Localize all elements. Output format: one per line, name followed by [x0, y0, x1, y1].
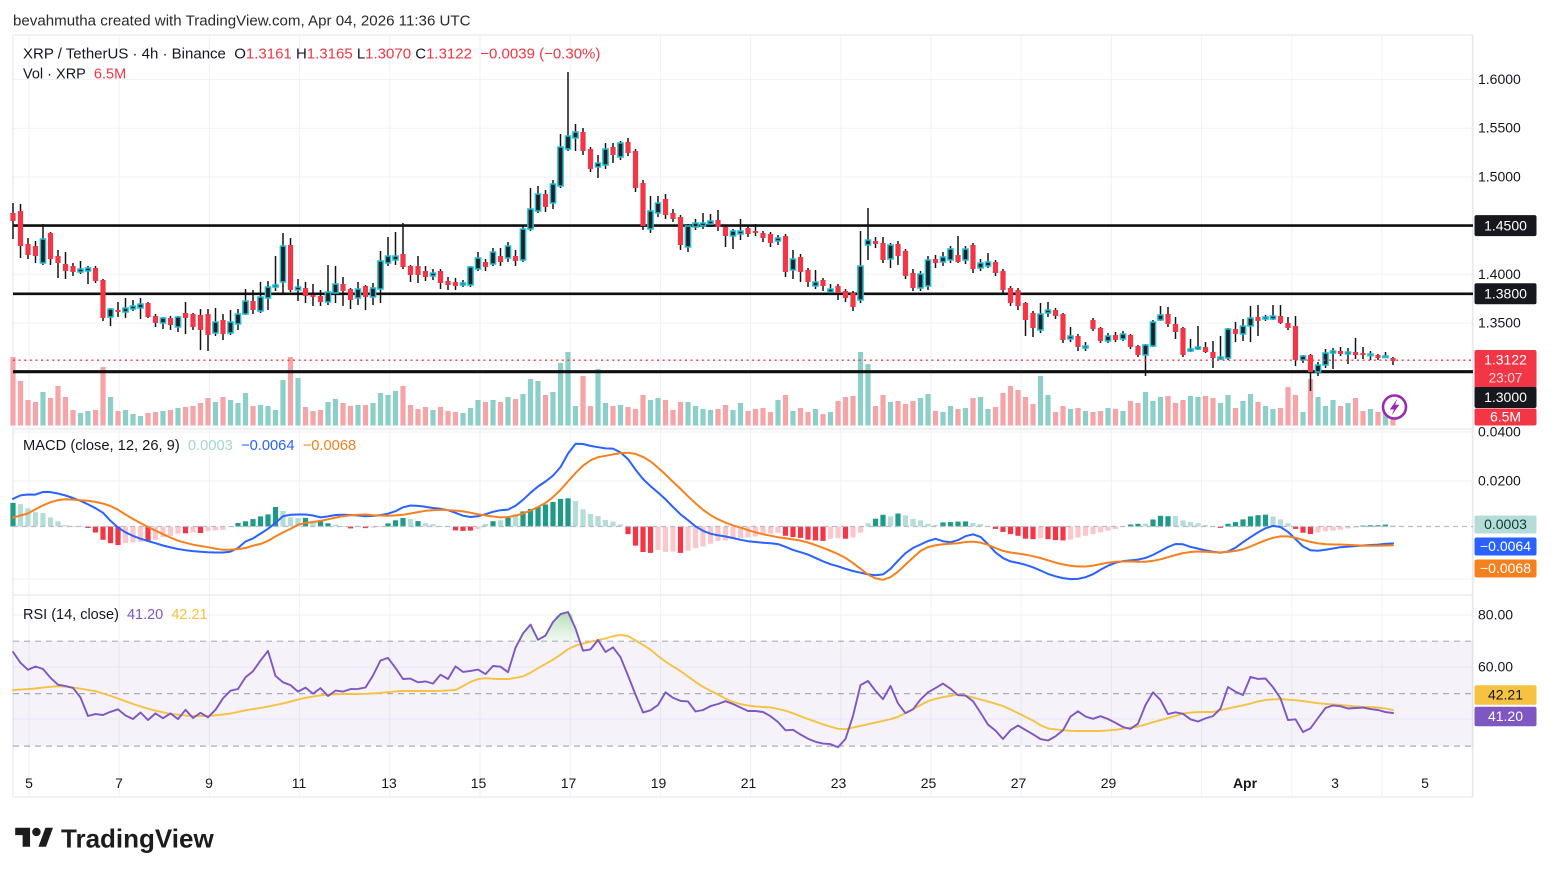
svg-text:bevahmutha created with Tradin: bevahmutha created with TradingView.com,… — [13, 13, 471, 30]
svg-text:XRP / TetherUS · 4h · Binance: XRP / TetherUS · 4h · Binance O1.3161 H1… — [23, 46, 600, 63]
svg-text:3: 3 — [1331, 775, 1339, 791]
svg-text:23: 23 — [831, 775, 847, 791]
svg-text:17: 17 — [561, 775, 577, 791]
svg-text:0.0003: 0.0003 — [1484, 516, 1527, 532]
svg-text:60.00: 60.00 — [1478, 659, 1513, 675]
svg-text:9: 9 — [205, 775, 213, 791]
svg-text:13: 13 — [381, 775, 397, 791]
svg-text:41.20: 41.20 — [1488, 708, 1523, 724]
svg-text:25: 25 — [921, 775, 937, 791]
svg-text:1.6000: 1.6000 — [1478, 71, 1521, 87]
svg-text:29: 29 — [1101, 775, 1117, 791]
svg-text:1.4000: 1.4000 — [1478, 266, 1521, 282]
svg-text:1.3122: 1.3122 — [1484, 352, 1527, 368]
svg-text:6.5M: 6.5M — [1490, 409, 1521, 425]
svg-text:27: 27 — [1011, 775, 1027, 791]
svg-text:5: 5 — [25, 775, 33, 791]
svg-text:1.5000: 1.5000 — [1478, 168, 1521, 184]
svg-text:1.3800: 1.3800 — [1484, 285, 1527, 301]
svg-text:1.5500: 1.5500 — [1478, 120, 1521, 136]
svg-text:−0.0068: −0.0068 — [1480, 560, 1531, 576]
svg-text:21: 21 — [741, 775, 757, 791]
svg-text:23:07: 23:07 — [1489, 371, 1523, 386]
svg-text:1.4500: 1.4500 — [1484, 217, 1527, 233]
svg-text:1.3500: 1.3500 — [1478, 315, 1521, 331]
svg-text:7: 7 — [115, 775, 123, 791]
svg-text:Vol · XRP 6.5M: Vol · XRP 6.5M — [23, 67, 126, 83]
svg-text:−0.0064: −0.0064 — [1480, 538, 1531, 554]
svg-text:42.21: 42.21 — [1488, 687, 1523, 703]
svg-text:TradingView: TradingView — [61, 824, 214, 854]
svg-text:0.0400: 0.0400 — [1478, 424, 1521, 440]
svg-text:0.0200: 0.0200 — [1478, 473, 1521, 489]
svg-text:11: 11 — [292, 775, 307, 791]
svg-text:80.00: 80.00 — [1478, 607, 1513, 623]
svg-text:Apr: Apr — [1233, 775, 1258, 791]
svg-text:5: 5 — [1421, 775, 1429, 791]
svg-text:15: 15 — [471, 775, 487, 791]
svg-text:1.3000: 1.3000 — [1484, 389, 1527, 405]
svg-text:RSI (14, close) 41.20 42.21: RSI (14, close) 41.20 42.21 — [23, 607, 208, 623]
svg-text:19: 19 — [651, 775, 667, 791]
svg-text:MACD (close, 12, 26, 9) 0.000: MACD (close, 12, 26, 9) 0.0003 −0.0064 −… — [23, 438, 356, 454]
